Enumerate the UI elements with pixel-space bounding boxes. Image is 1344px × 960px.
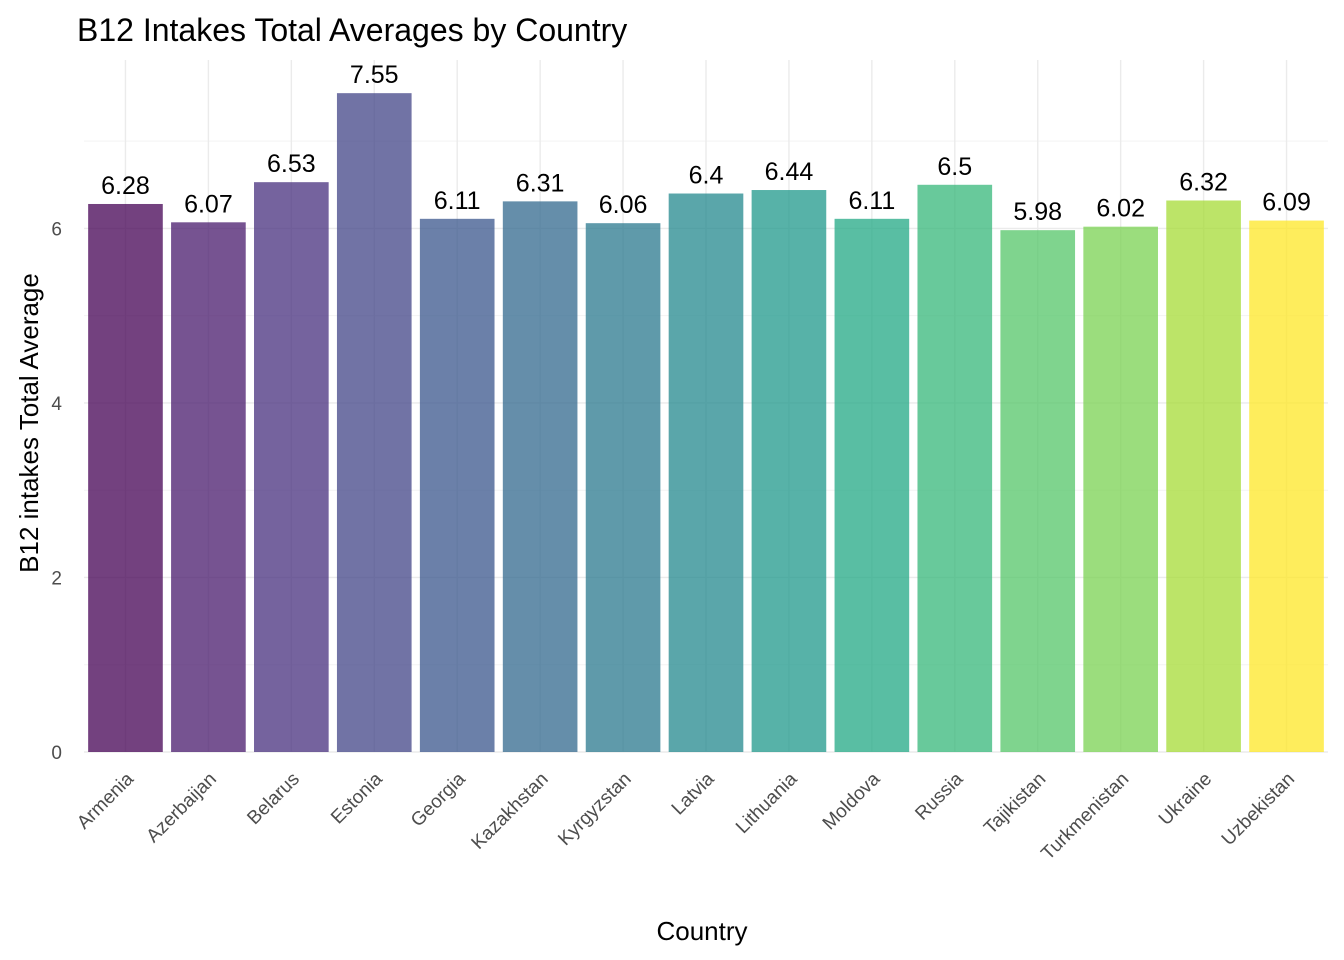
- y-axis-title: B12 intakes Total Average: [14, 273, 44, 573]
- bar-kazakhstan: [502, 201, 578, 753]
- data-label-latvia: 6.4: [689, 162, 724, 190]
- x-tick-label-belarus: Belarus: [243, 769, 303, 829]
- data-label-moldova: 6.11: [848, 187, 895, 215]
- data-label-armenia: 6.28: [101, 172, 150, 200]
- data-label-estonia: 7.55: [350, 61, 399, 89]
- data-label-turkmenistan: 6.02: [1096, 195, 1145, 223]
- bar-turkmenistan: [1083, 226, 1158, 752]
- x-tick-label-armenia: Armenia: [73, 768, 138, 833]
- x-tick-label-lithuania: Lithuania: [732, 768, 802, 838]
- x-tick-label-estonia: Estonia: [327, 768, 387, 828]
- bar-moldova: [834, 218, 910, 752]
- data-label-russia: 6.5: [937, 153, 972, 181]
- chart-title: B12 Intakes Total Averages by Country: [77, 12, 627, 48]
- data-label-tajikistan: 5.98: [1013, 198, 1062, 226]
- x-tick-label-azerbaijan: Azerbaijan: [143, 769, 221, 847]
- data-labels: 6.28 6.07 6.53 7.55 6.11 6.31 6.06 6.4 6.44 6.11 6…: [101, 61, 1311, 226]
- data-label-ukraine: 6.32: [1179, 168, 1228, 196]
- bar-tajikistan: [1000, 230, 1076, 752]
- x-axis-title: Country: [656, 916, 747, 946]
- data-label-georgia: 6.11: [434, 187, 481, 215]
- y-tick-label: 2: [51, 568, 62, 589]
- x-tick-label-georgia: Georgia: [407, 768, 470, 831]
- data-label-uzbekistan: 6.09: [1262, 189, 1311, 217]
- y-axis-ticks: 0 2 4 6: [51, 219, 62, 764]
- x-tick-label-kazakhstan: Kazakhstan: [468, 769, 553, 854]
- bar-latvia: [668, 193, 744, 752]
- bar-azerbaijan: [171, 222, 246, 753]
- bar-uzbekistan: [1249, 220, 1324, 752]
- bar-estonia: [336, 93, 412, 752]
- data-label-kazakhstan: 6.31: [516, 169, 565, 197]
- bar-lithuania: [751, 190, 827, 752]
- bar-russia: [917, 184, 993, 753]
- x-tick-label-latvia: Latvia: [668, 768, 719, 819]
- x-tick-label-turkmenistan: Turkmenistan: [1037, 769, 1133, 865]
- bar-belarus: [254, 182, 329, 753]
- x-tick-label-russia: Russia: [911, 768, 967, 824]
- bar-ukraine: [1166, 200, 1241, 752]
- bar-georgia: [419, 218, 495, 752]
- bars: [88, 93, 1324, 753]
- x-tick-label-kyrgyzstan: Kyrgyzstan: [554, 769, 635, 850]
- y-tick-label: 4: [51, 394, 62, 415]
- y-tick-label: 0: [51, 743, 62, 764]
- y-tick-label: 6: [51, 219, 62, 240]
- data-label-azerbaijan: 6.07: [184, 190, 233, 218]
- data-label-lithuania: 6.44: [765, 158, 814, 186]
- x-tick-label-ukraine: Ukraine: [1155, 769, 1216, 830]
- bar-armenia: [88, 203, 163, 752]
- data-label-kyrgyzstan: 6.06: [599, 191, 648, 219]
- data-label-belarus: 6.53: [267, 150, 316, 178]
- x-tick-label-tajikistan: Tajikistan: [980, 769, 1050, 839]
- bar-kyrgyzstan: [585, 223, 661, 752]
- x-tick-label-moldova: Moldova: [819, 768, 885, 834]
- x-tick-label-uzbekistan: Uzbekistan: [1218, 769, 1299, 850]
- x-axis-ticks: Armenia Azerbaijan Belarus Estonia GeorgiaKa…: [73, 768, 1299, 864]
